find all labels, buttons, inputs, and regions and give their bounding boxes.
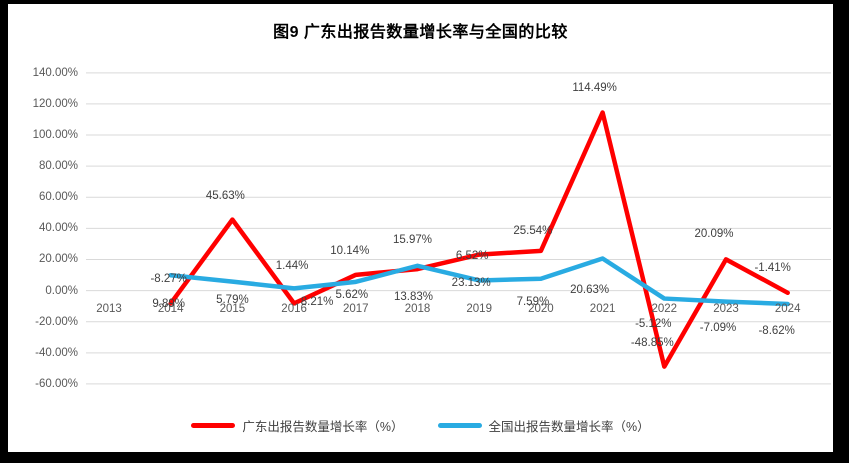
x-axis-tick-label: 2021 bbox=[589, 303, 616, 315]
guangdong-data-label: 20.09% bbox=[694, 228, 734, 241]
x-axis-tick-label: 2023 bbox=[713, 303, 739, 315]
x-axis-tick-label: 2014 bbox=[157, 303, 184, 315]
national-data-label: 6.52% bbox=[455, 249, 489, 262]
plot-layer: 140.00% 120.00% 100.00% 80.00% 60.00% 40.00% 2… bbox=[8, 4, 833, 452]
guangdong-series-line bbox=[168, 110, 790, 369]
chart-plot-svg bbox=[86, 72, 831, 385]
legend-item-guangdong: 广东出报告数量增长率（%） bbox=[191, 416, 404, 435]
national-data-label: 9.89% bbox=[152, 298, 185, 311]
y-axis-tick-label: 140.00% bbox=[32, 66, 78, 79]
national-data-label: 1.44% bbox=[275, 259, 309, 272]
x-axis-tick-label: 2013 bbox=[96, 303, 122, 315]
guangdong-data-label: 10.14% bbox=[330, 244, 370, 257]
national-data-label: -7.09% bbox=[699, 322, 737, 335]
y-axis-tick-label: 100.00% bbox=[32, 129, 78, 142]
x-axis-tick-label: 2017 bbox=[343, 303, 369, 315]
x-axis-tick-label: 2020 bbox=[528, 303, 554, 315]
x-axis-tick-label: 2019 bbox=[466, 303, 492, 315]
y-axis-tick-label: -40.00% bbox=[35, 346, 78, 359]
legend-label-national: 全国出报告数量增长率（%） bbox=[488, 419, 650, 434]
guangdong-data-label: 8.21% bbox=[300, 295, 334, 308]
guangdong-data-label: 23.13% bbox=[451, 276, 491, 289]
guangdong-data-label: -8.27% bbox=[150, 272, 187, 285]
x-axis-tick-label: 2015 bbox=[219, 303, 246, 315]
y-axis-tick-label: 40.00% bbox=[38, 222, 78, 235]
y-axis-tick-label: 60.00% bbox=[38, 191, 78, 204]
guangdong-data-label: -48.85% bbox=[630, 337, 674, 350]
national-series-line bbox=[168, 256, 790, 307]
guangdong-line-swatch bbox=[191, 422, 236, 428]
national-data-label: -5.12% bbox=[635, 318, 672, 331]
x-axis-tick-label: 2018 bbox=[404, 303, 431, 315]
guangdong-data-label: 114.49% bbox=[572, 82, 617, 95]
national-data-label: 5.79% bbox=[216, 294, 249, 307]
x-axis-tick-label: 2024 bbox=[774, 303, 801, 315]
guangdong-data-label: -1.41% bbox=[754, 261, 791, 274]
guangdong-data-label: 45.63% bbox=[205, 189, 245, 202]
national-data-label: 15.97% bbox=[392, 233, 433, 246]
y-axis-tick-label: 120.00% bbox=[32, 97, 78, 110]
national-data-label: 7.59% bbox=[516, 295, 550, 308]
chart-legend: 广东出报告数量增长率（%） 全国出报告数量增长率（%） bbox=[8, 412, 833, 438]
chart-title: 图9 广东出报告数量增长率与全国的比较 bbox=[273, 24, 568, 41]
guangdong-data-label: 13.83% bbox=[393, 291, 434, 304]
y-axis-tick-label: 0.00% bbox=[45, 284, 78, 297]
national-data-label: 20.63% bbox=[570, 284, 610, 296]
x-axis-tick-label: 2016 bbox=[281, 303, 307, 315]
national-data-label: 5.62% bbox=[335, 288, 369, 301]
y-axis-tick-label: 80.00% bbox=[38, 160, 78, 173]
x-axis-tick-label: 2022 bbox=[651, 303, 678, 315]
national-data-label: -8.62% bbox=[758, 325, 795, 337]
y-axis-tick-label: -60.00% bbox=[35, 377, 78, 390]
legend-label-guangdong: 广东出报告数量增长率（%） bbox=[242, 419, 404, 434]
legend-item-national: 全国出报告数量增长率（%） bbox=[437, 416, 650, 435]
chart-canvas: 图9 广东出报告数量增长率与全国的比较 140.00% 120.00% 100.00… bbox=[8, 4, 833, 452]
national-line-swatch bbox=[437, 422, 482, 428]
guangdong-data-label: 25.54% bbox=[513, 224, 553, 237]
y-axis-tick-label: 20.00% bbox=[38, 253, 78, 266]
y-axis-tick-label: -20.00% bbox=[35, 315, 78, 328]
